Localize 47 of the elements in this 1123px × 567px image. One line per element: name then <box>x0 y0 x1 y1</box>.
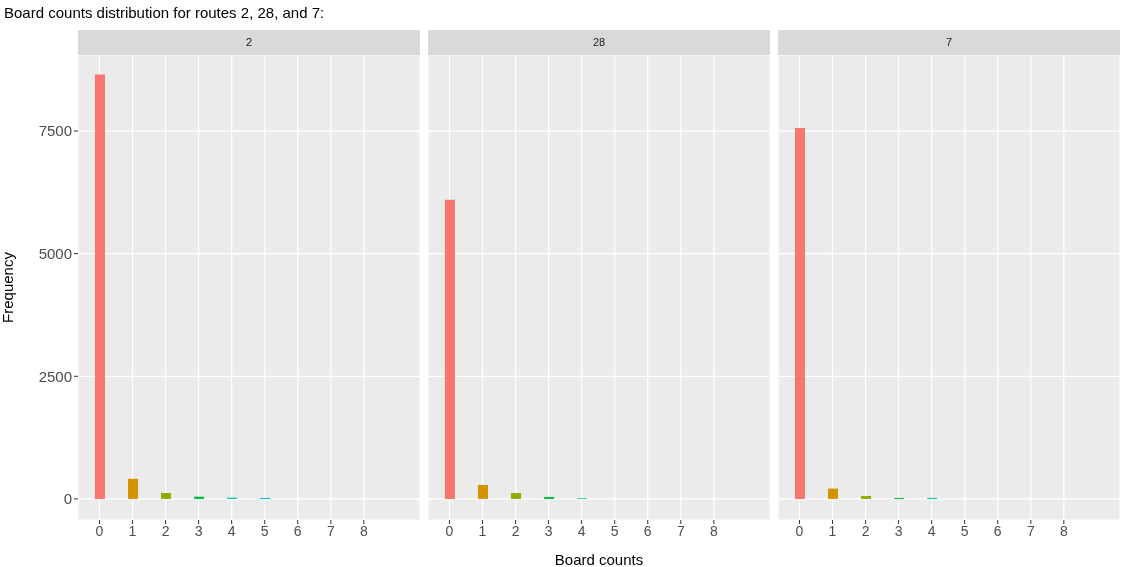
bar <box>128 478 138 499</box>
x-tick-label: 1 <box>478 522 487 539</box>
bar <box>444 199 455 499</box>
x-tick-label: 5 <box>960 522 969 539</box>
x-tick-label: 4 <box>577 522 586 539</box>
x-tick-label: 6 <box>993 522 1002 539</box>
x-tick-label: 3 <box>894 522 903 539</box>
x-tick-label: 0 <box>795 522 804 539</box>
y-tick-label: 7500 <box>38 122 72 140</box>
x-tick-label: 5 <box>610 522 619 539</box>
x-tick-label: 1 <box>828 522 837 539</box>
bar <box>511 493 522 499</box>
x-tick-label: 1 <box>128 522 137 539</box>
x-tick-label: 4 <box>227 522 236 539</box>
x-tick-label: 2 <box>511 522 520 539</box>
x-tick-label: 0 <box>445 522 454 539</box>
x-tick-label: 3 <box>194 522 203 539</box>
x-tick-label: 8 <box>709 522 718 539</box>
chart-subtitle: 7 <box>778 30 1120 55</box>
x-axis-title: Board counts <box>554 551 644 567</box>
x-tick-label: 3 <box>544 522 553 539</box>
bar <box>94 74 105 499</box>
x-tick-label: 6 <box>643 522 652 539</box>
bar <box>194 496 205 499</box>
chart-subtitle: 28 <box>428 30 770 55</box>
x-tick-label: 5 <box>260 522 269 539</box>
x-tick-label: 2 <box>861 522 870 539</box>
chart-subtitle: 2 <box>78 30 420 55</box>
bar <box>861 495 872 499</box>
x-tick-label: 7 <box>1026 522 1035 539</box>
y-tick-label: 2500 <box>38 367 72 385</box>
x-tick-label: 0 <box>95 522 104 539</box>
x-tick-label: 4 <box>927 522 936 539</box>
x-tick-label: 2 <box>161 522 170 539</box>
x-tick-label: 8 <box>1059 522 1068 539</box>
bar <box>161 493 172 499</box>
bar <box>828 488 838 499</box>
bar <box>794 128 805 499</box>
y-tick-label: 5000 <box>38 244 72 262</box>
x-tick-label: 6 <box>293 522 302 539</box>
y-tick-label: 0 <box>63 490 72 508</box>
x-tick-label: 7 <box>676 522 685 539</box>
x-tick-label: 8 <box>359 522 368 539</box>
y-axis-title: Frequency <box>0 251 17 323</box>
x-tick-label: 7 <box>326 522 335 539</box>
bar <box>478 484 488 499</box>
chart-title: Board counts distribution for routes 2, 28, and 7: <box>4 4 325 21</box>
